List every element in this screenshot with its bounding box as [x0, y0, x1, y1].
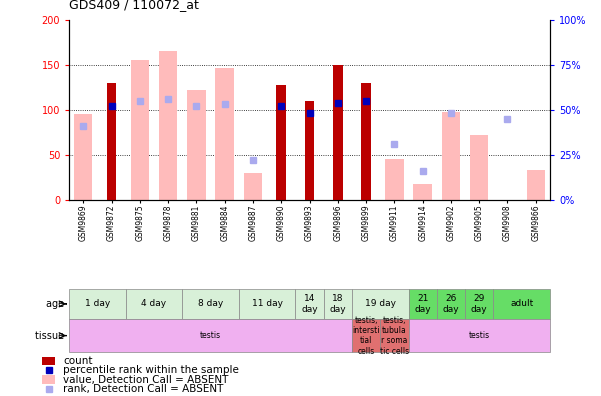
Text: 21
day: 21 day	[414, 294, 431, 314]
Bar	[437, 289, 465, 319]
Text: testis: testis	[200, 331, 221, 340]
Bar	[409, 319, 550, 352]
Bar	[333, 65, 343, 200]
Text: percentile rank within the sample: percentile rank within the sample	[63, 365, 239, 375]
Bar	[126, 289, 182, 319]
Text: 19 day: 19 day	[365, 299, 395, 308]
Text: tissue: tissue	[35, 331, 68, 341]
Bar	[413, 184, 432, 200]
Bar	[42, 375, 55, 384]
Bar	[69, 289, 126, 319]
Text: testis,
tubula
r soma
tic cells: testis, tubula r soma tic cells	[380, 316, 409, 356]
Text: 26
day: 26 day	[442, 294, 459, 314]
Bar	[305, 101, 314, 200]
Bar	[182, 289, 239, 319]
Text: 4 day: 4 day	[141, 299, 166, 308]
Bar	[324, 289, 352, 319]
Bar	[493, 289, 550, 319]
Bar	[69, 319, 352, 352]
Bar	[276, 85, 286, 200]
Bar	[385, 160, 403, 200]
Bar	[106, 83, 117, 200]
Bar	[361, 83, 371, 200]
Bar	[130, 60, 149, 200]
Text: testis: testis	[469, 331, 490, 340]
Bar	[470, 135, 489, 200]
Text: 8 day: 8 day	[198, 299, 223, 308]
Bar	[352, 319, 380, 352]
Text: 1 day: 1 day	[85, 299, 110, 308]
Bar	[74, 114, 93, 200]
Bar	[465, 289, 493, 319]
Text: 14
day: 14 day	[301, 294, 318, 314]
Bar	[442, 112, 460, 200]
Text: 29
day: 29 day	[471, 294, 487, 314]
Bar	[187, 90, 206, 200]
Text: GDS409 / 110072_at: GDS409 / 110072_at	[69, 0, 199, 11]
Bar	[526, 170, 545, 200]
Bar	[239, 289, 295, 319]
Text: testis,
intersti
tial
cells: testis, intersti tial cells	[352, 316, 380, 356]
Bar	[159, 51, 177, 200]
Bar	[216, 68, 234, 200]
Bar	[42, 357, 55, 365]
Bar	[352, 289, 409, 319]
Bar	[409, 289, 437, 319]
Text: adult: adult	[510, 299, 533, 308]
Text: count: count	[63, 356, 93, 366]
Text: value, Detection Call = ABSENT: value, Detection Call = ABSENT	[63, 375, 228, 385]
Bar	[380, 319, 409, 352]
Bar	[295, 289, 324, 319]
Text: rank, Detection Call = ABSENT: rank, Detection Call = ABSENT	[63, 384, 224, 394]
Text: 11 day: 11 day	[252, 299, 282, 308]
Text: 18
day: 18 day	[329, 294, 346, 314]
Bar	[244, 173, 262, 200]
Text: age: age	[46, 299, 68, 309]
